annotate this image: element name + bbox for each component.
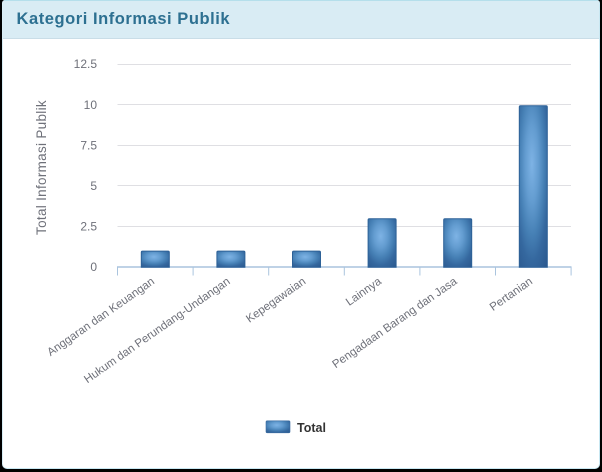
svg-text:0: 0 (90, 260, 97, 274)
svg-text:Hukum dan Perundang-Undangan: Hukum dan Perundang-Undangan (82, 276, 232, 386)
svg-text:10: 10 (84, 98, 98, 112)
svg-text:7.5: 7.5 (80, 138, 97, 152)
svg-text:12.5: 12.5 (74, 57, 98, 71)
svg-text:Lainnya: Lainnya (344, 275, 384, 308)
svg-text:Kepegawaian: Kepegawaian (244, 276, 308, 326)
svg-text:Pertanian: Pertanian (488, 276, 535, 314)
svg-text:Total Informasi Publik: Total Informasi Publik (34, 100, 49, 235)
svg-text:Pengadaan Barang dan Jasa: Pengadaan Barang dan Jasa (330, 275, 459, 371)
svg-text:Total: Total (297, 421, 326, 435)
svg-text:2.5: 2.5 (80, 220, 97, 234)
svg-text:5: 5 (90, 179, 97, 193)
